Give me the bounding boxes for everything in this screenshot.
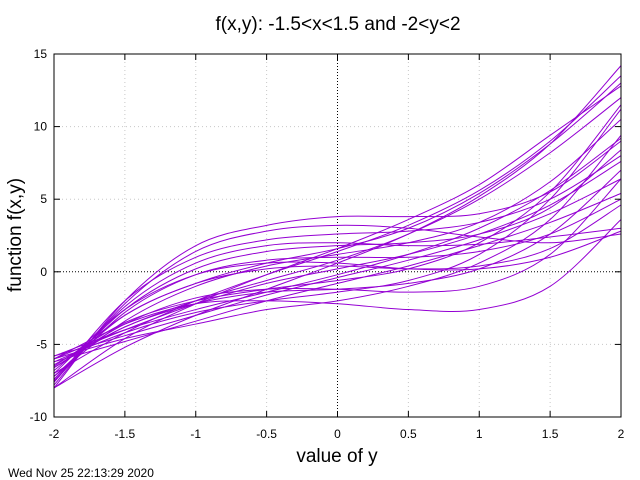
y-axis-label: function f(x,y) bbox=[5, 178, 26, 292]
x-tick-label: 0 bbox=[334, 427, 341, 441]
series-line-19 bbox=[53, 97, 622, 366]
y-tick-label: -10 bbox=[30, 410, 48, 424]
series-line-8 bbox=[53, 227, 622, 383]
tick-marks bbox=[53, 53, 622, 418]
y-tick-label: 5 bbox=[40, 192, 47, 206]
y-tick-label: 0 bbox=[40, 265, 47, 279]
y-tick-label: 15 bbox=[34, 47, 48, 61]
x-tick-label: -2 bbox=[49, 427, 60, 441]
x-tick-label: 0.5 bbox=[400, 427, 417, 441]
grid-lines bbox=[54, 54, 621, 417]
series-line-1 bbox=[53, 161, 622, 360]
series-line-16 bbox=[53, 230, 622, 374]
series-line-24 bbox=[53, 137, 622, 357]
y-tick-label: -5 bbox=[36, 337, 47, 351]
y-tick-labels: -10 -5 0 5 10 15 bbox=[30, 47, 48, 424]
series-line-12 bbox=[53, 155, 622, 383]
x-tick-label: 2 bbox=[618, 427, 625, 441]
series-line-2 bbox=[53, 198, 622, 382]
series-line-13 bbox=[53, 192, 622, 363]
series-line-17 bbox=[53, 134, 622, 360]
timestamp-label: Wed Nov 25 22:13:29 2020 bbox=[8, 466, 154, 480]
x-tick-label: 1.5 bbox=[542, 427, 559, 441]
series-line-18 bbox=[53, 224, 622, 386]
series-line-21 bbox=[53, 82, 622, 377]
series-line-4 bbox=[53, 140, 622, 389]
series-group bbox=[53, 65, 622, 389]
series-line-5 bbox=[53, 118, 622, 377]
series-line-23 bbox=[53, 149, 622, 380]
x-tick-label: -1 bbox=[190, 427, 201, 441]
series-line-6 bbox=[53, 178, 622, 357]
series-line-20 bbox=[53, 219, 622, 360]
x-tick-label: -0.5 bbox=[256, 427, 277, 441]
chart-title: f(x,y): -1.5<x<1.5 and -2<y<2 bbox=[215, 14, 460, 35]
x-axis-label: value of y bbox=[296, 446, 378, 467]
y-tick-label: 10 bbox=[34, 120, 48, 134]
x-tick-label: -1.5 bbox=[115, 427, 136, 441]
zero-axis-lines bbox=[54, 54, 621, 417]
x-tick-labels: -2 -1.5 -1 -0.5 0 0.5 1 1.5 2 bbox=[49, 427, 625, 441]
series-line-22 bbox=[53, 178, 622, 369]
x-tick-label: 1 bbox=[476, 427, 483, 441]
